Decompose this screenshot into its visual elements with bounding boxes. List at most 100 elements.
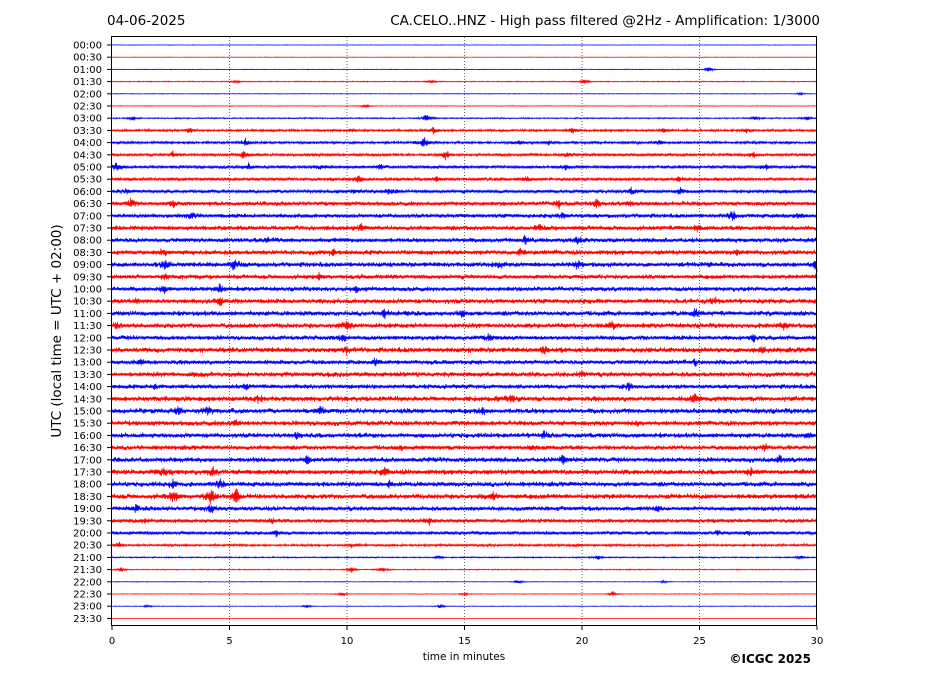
trace-0430: [111, 150, 818, 161]
trace-1200: [111, 332, 818, 343]
y-tick-label: 09:00: [73, 260, 102, 271]
trace-1600: [111, 430, 818, 440]
trace-1330: [111, 370, 818, 378]
y-tick-label: 01:00: [73, 65, 102, 76]
trace-1900: [111, 503, 818, 514]
y-tick-label: 12:30: [73, 346, 102, 357]
trace-0630: [111, 197, 818, 210]
y-tick-label: 15:00: [73, 407, 102, 418]
trace-1530: [111, 419, 818, 428]
y-tick-label: 00:00: [73, 41, 102, 52]
trace-0400: [111, 137, 818, 147]
y-tick-label: 23:00: [73, 602, 102, 613]
trace-1000: [111, 283, 818, 295]
trace-2100: [111, 554, 818, 560]
trace-0700: [111, 210, 818, 222]
trace-2200: [111, 579, 818, 584]
y-tick-label: 18:00: [73, 480, 102, 491]
header-date: 04-06-2025: [107, 13, 185, 29]
y-tick-label: 11:30: [73, 321, 102, 332]
y-tick-label: 17:30: [73, 468, 102, 479]
trace-0530: [111, 175, 818, 183]
trace-1800: [111, 478, 818, 489]
y-tick-label: 21:30: [73, 565, 102, 576]
trace-1130: [111, 320, 818, 332]
y-tick-label: 03:00: [73, 114, 102, 125]
trace-1030: [111, 296, 818, 306]
trace-0600: [111, 186, 818, 195]
trace-2130: [111, 567, 818, 573]
trace-0130: [111, 79, 818, 85]
y-tick-label: 05:00: [73, 163, 102, 174]
y-tick-label: 10:30: [73, 297, 102, 308]
trace-1400: [111, 382, 818, 392]
trace-0500: [111, 162, 818, 171]
trace-0230: [111, 104, 818, 108]
trace-1230: [111, 345, 818, 356]
trace-0100: [111, 67, 818, 73]
y-tick-label: 04:30: [73, 150, 102, 161]
trace-0200: [111, 91, 818, 97]
trace-0330: [111, 126, 818, 135]
x-tick-label: 25: [693, 636, 706, 647]
y-tick-label: 16:30: [73, 443, 102, 454]
y-tick-label: 11:00: [73, 309, 102, 320]
y-tick-label: 01:30: [73, 77, 102, 88]
copyright: ©ICGC 2025: [729, 652, 811, 666]
x-tick-label: 15: [458, 636, 471, 647]
trace-2300: [111, 603, 818, 609]
y-tick-label: 17:00: [73, 455, 102, 466]
trace-1930: [111, 517, 818, 526]
y-tick-label: 06:00: [73, 187, 102, 198]
y-tick-label: 15:30: [73, 419, 102, 430]
y-tick-label: 03:30: [73, 126, 102, 137]
x-tick-label: 5: [226, 636, 232, 647]
x-tick-label: 30: [811, 636, 824, 647]
trace-1630: [111, 443, 818, 452]
y-tick-label: 14:30: [73, 394, 102, 405]
trace-2030: [111, 541, 818, 549]
trace-0900: [111, 259, 818, 272]
trace-2000: [111, 529, 818, 538]
trace-0800: [111, 234, 818, 246]
y-tick-label: 05:30: [73, 175, 102, 186]
y-tick-label: 16:00: [73, 431, 102, 442]
trace-1830: [111, 488, 818, 505]
y-tick-label: 21:00: [73, 553, 102, 564]
x-tick-label: 10: [341, 636, 354, 647]
x-axis-label: time in minutes: [423, 651, 505, 663]
y-tick-label: 14:00: [73, 382, 102, 393]
vertical-grid: [229, 37, 700, 625]
y-tick-label: 06:30: [73, 199, 102, 210]
trace-1430: [111, 393, 818, 405]
x-ticks: 0 5 10 15 20 25 30: [109, 626, 824, 647]
trace-1300: [111, 357, 818, 368]
y-tick-label: 23:30: [73, 614, 102, 625]
trace-1700: [111, 454, 818, 466]
trace-2230: [111, 591, 818, 597]
chart-title: CA.CELO..HNZ - High pass filtered @2Hz -…: [390, 13, 820, 29]
y-tick-label: 22:30: [73, 590, 102, 601]
y-tick-label: 07:00: [73, 211, 102, 222]
y-tick-label: 18:30: [73, 492, 102, 503]
trace-1500: [111, 405, 818, 416]
y-tick-label: 19:30: [73, 516, 102, 527]
y-tick-label: 22:00: [73, 577, 102, 588]
trace-1100: [111, 308, 818, 320]
y-tick-label: 04:00: [73, 138, 102, 149]
y-tick-label: 10:00: [73, 285, 102, 296]
trace-0930: [111, 271, 818, 281]
trace-0300: [111, 114, 818, 121]
trace-0830: [111, 247, 818, 257]
trace-1730: [111, 466, 818, 477]
y-tick-label: 20:00: [73, 529, 102, 540]
y-tick-label: 13:30: [73, 370, 102, 381]
y-tick-label: 08:30: [73, 248, 102, 259]
y-tick-label: 19:00: [73, 504, 102, 515]
plot-frame: [111, 36, 817, 626]
y-tick-label: 00:30: [73, 53, 102, 64]
y-tick-label: 12:00: [73, 333, 102, 344]
trace-0000: [111, 44, 818, 46]
